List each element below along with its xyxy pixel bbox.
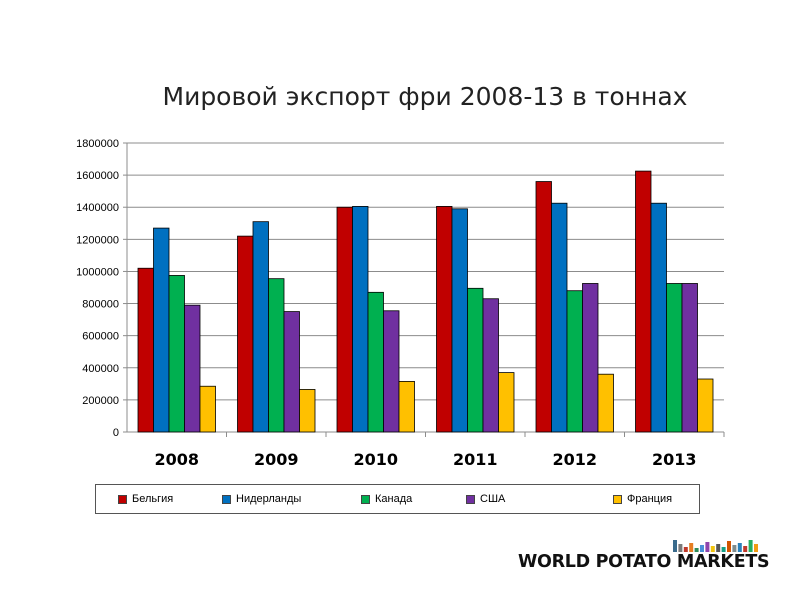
bar xyxy=(268,278,285,433)
brand-logo: WORLD POTATO MARKETS xyxy=(518,538,770,578)
legend-item: США xyxy=(466,485,505,513)
bar xyxy=(252,221,269,433)
brand-mark-bar xyxy=(689,543,694,552)
bar xyxy=(199,385,216,433)
legend-swatch xyxy=(118,494,127,504)
bar xyxy=(681,283,698,433)
y-tick-label: 400000 xyxy=(82,363,119,375)
brand-mark-bar xyxy=(732,545,737,552)
legend-label: Канада xyxy=(375,493,413,505)
legend-item: Франция xyxy=(613,485,672,513)
x-tick-label: 2010 xyxy=(353,450,398,469)
y-tick-label: 1400000 xyxy=(76,202,119,214)
y-tick-label: 1000000 xyxy=(76,266,119,278)
brand-mark-bar xyxy=(678,544,683,552)
bar xyxy=(383,310,400,433)
brand-mark-bar xyxy=(727,541,731,552)
brand-mark-bar xyxy=(754,544,758,552)
bar xyxy=(283,311,300,433)
legend: Бельгия Нидерланды Канада США Франция xyxy=(95,484,700,514)
brand-mark-bar xyxy=(716,544,721,552)
bar xyxy=(467,287,484,433)
bar xyxy=(551,202,568,433)
brand-mark-bar xyxy=(673,540,677,552)
x-tick-label: 2013 xyxy=(652,450,697,469)
legend-item: Канада xyxy=(361,485,412,513)
bar xyxy=(237,235,254,433)
legend-swatch xyxy=(613,494,622,504)
bar xyxy=(482,298,499,433)
y-tick-label: 1600000 xyxy=(76,170,119,182)
brand-mark-bar xyxy=(737,543,742,552)
bar xyxy=(697,378,714,433)
legend-item: Нидерланды xyxy=(222,485,301,513)
x-tick-label: 2012 xyxy=(552,450,597,469)
bar xyxy=(451,208,468,433)
brand-mark-bar xyxy=(700,545,704,552)
x-tick-label: 2009 xyxy=(254,450,299,469)
x-tick-label: 2008 xyxy=(154,450,199,469)
legend-label: США xyxy=(480,493,506,505)
brand-mark-bar xyxy=(721,547,726,552)
bar xyxy=(168,275,185,433)
bar xyxy=(352,206,369,433)
legend-swatch xyxy=(222,494,231,504)
brand-mark-bar xyxy=(743,546,748,552)
bar xyxy=(582,283,599,433)
bar xyxy=(336,206,353,433)
legend-label: Бельгия xyxy=(132,493,174,505)
y-tick-label: 800000 xyxy=(82,299,119,311)
bar xyxy=(566,290,583,433)
legend-item: Бельгия xyxy=(118,485,173,513)
chart-title: Мировой экспорт фри 2008-13 в тоннах xyxy=(162,82,688,111)
bar xyxy=(650,202,667,433)
y-tick-label: 0 xyxy=(113,427,119,439)
y-tick-label: 1800000 xyxy=(76,138,119,150)
brand-mark-bar xyxy=(748,540,753,552)
brand-name: WORLD POTATO MARKETS xyxy=(518,552,770,572)
brand-bars-mark xyxy=(673,540,758,552)
bar xyxy=(398,381,415,433)
bar xyxy=(498,372,515,433)
bar xyxy=(597,373,614,433)
bar xyxy=(436,206,453,433)
brand-mark-bar xyxy=(705,542,710,552)
brand-mark-bar xyxy=(710,546,715,552)
y-tick-label: 600000 xyxy=(82,331,119,343)
legend-label: Нидерланды xyxy=(236,493,302,505)
bar xyxy=(137,267,154,433)
bar xyxy=(635,170,652,433)
legend-swatch xyxy=(361,494,370,504)
y-tick-label: 200000 xyxy=(82,395,119,407)
bar xyxy=(153,227,170,433)
bar xyxy=(666,283,683,433)
legend-label: Франция xyxy=(627,493,673,505)
bar xyxy=(535,181,552,433)
x-tick-label: 2011 xyxy=(453,450,498,469)
bar xyxy=(367,291,384,433)
brand-mark-bar xyxy=(694,548,699,552)
bar xyxy=(299,389,316,433)
bar xyxy=(184,304,201,433)
legend-swatch xyxy=(466,494,475,504)
brand-mark-bar xyxy=(683,547,688,552)
y-tick-label: 1200000 xyxy=(76,234,119,246)
